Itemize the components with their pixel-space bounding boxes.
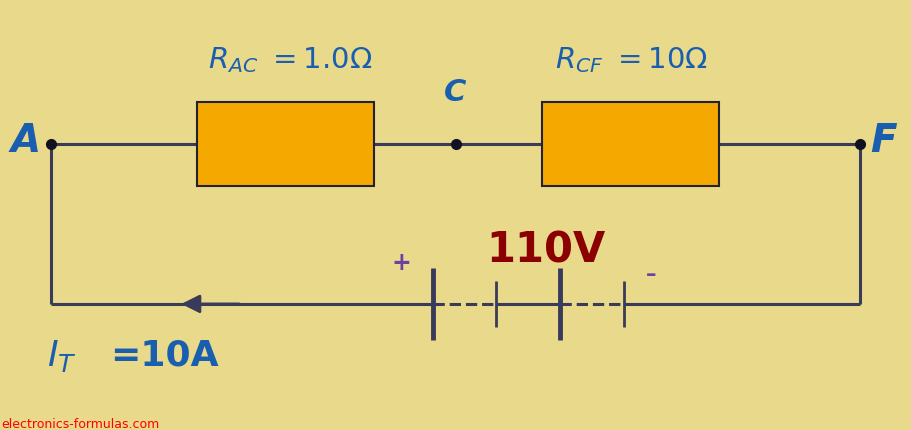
Text: $=1.0\Omega$: $=1.0\Omega$ <box>267 46 373 74</box>
Text: $I_T$: $I_T$ <box>46 337 77 373</box>
Text: $=10\Omega$: $=10\Omega$ <box>612 46 708 74</box>
Text: C: C <box>445 77 466 107</box>
Text: –: – <box>646 265 656 285</box>
Text: =10A: =10A <box>110 338 219 372</box>
Text: $R_{AC}$: $R_{AC}$ <box>208 46 258 75</box>
Text: electronics-formulas.com: electronics-formulas.com <box>2 418 159 430</box>
Bar <box>542 102 719 187</box>
Text: F: F <box>871 121 897 159</box>
Text: 110V: 110V <box>486 229 606 270</box>
Text: +: + <box>391 250 411 274</box>
Bar <box>197 102 374 187</box>
Text: A: A <box>10 121 40 159</box>
Text: $R_{CF}$: $R_{CF}$ <box>555 46 603 75</box>
